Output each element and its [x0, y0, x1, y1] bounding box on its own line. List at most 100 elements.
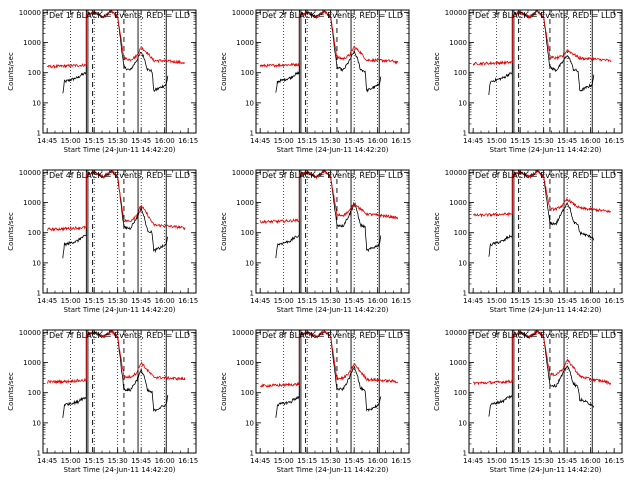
y-tick-label: 1	[250, 130, 254, 138]
y-tick-label: 100	[454, 69, 467, 77]
x-tick-label: 15:15	[84, 137, 104, 145]
x-tick-label: 16:00	[581, 137, 601, 145]
x-tick-label: 15:45	[131, 457, 151, 465]
panel-8	[255, 329, 410, 454]
y-tick-label: 10000	[232, 169, 254, 177]
x-tick-label: 16:00	[155, 457, 175, 465]
y-tick-label: 1000	[449, 39, 467, 47]
x-axis-label: Start Time (24-Jun-11 14:42:20)	[64, 146, 176, 154]
panel-7	[42, 329, 197, 454]
x-tick-label: 15:00	[274, 137, 294, 145]
x-tick-label: 15:00	[61, 137, 81, 145]
panel-title: Det 9f BLACK = Events, RED = LLD	[475, 331, 616, 340]
y-tick-label: 1	[37, 130, 41, 138]
y-tick-label: 10	[32, 419, 41, 427]
panel-title: Det 5f BLACK = Events, RED = LLD	[262, 171, 403, 180]
x-tick-label: 15:15	[297, 297, 317, 305]
y-tick-label: 10000	[445, 329, 467, 337]
plot-frame	[255, 9, 410, 134]
x-tick-label: 15:30	[108, 457, 128, 465]
y-tick-label: 1	[463, 130, 467, 138]
y-tick-label: 100	[454, 389, 467, 397]
x-axis-label: Start Time (24-Jun-11 14:42:20)	[490, 146, 602, 154]
x-tick-label: 15:30	[534, 457, 554, 465]
lld-series-line	[472, 170, 612, 218]
x-tick-label: 15:00	[487, 137, 507, 145]
y-tick-label: 10	[32, 99, 41, 107]
x-tick-label: 15:15	[510, 137, 530, 145]
lld-series-line	[259, 170, 399, 225]
x-tick-label: 15:15	[84, 457, 104, 465]
y-tick-label: 100	[28, 69, 41, 77]
events-series-line	[488, 10, 595, 95]
y-tick-label: 1000	[23, 359, 41, 367]
x-axis-label: Start Time (24-Jun-11 14:42:20)	[64, 306, 176, 314]
y-tick-label: 10000	[19, 9, 41, 17]
y-axis-label: Counts/sec	[433, 52, 441, 91]
y-tick-label: 1000	[236, 359, 254, 367]
lld-series-line	[46, 10, 186, 70]
x-tick-label: 16:15	[604, 137, 624, 145]
x-tick-label: 14:45	[463, 137, 483, 145]
events-series-line	[488, 170, 595, 257]
panel-title: Det 2f BLACK = Events, RED = LLD	[262, 11, 403, 20]
x-tick-label: 15:00	[274, 297, 294, 305]
panel-9	[468, 329, 623, 454]
x-axis-label: Start Time (24-Jun-11 14:42:20)	[490, 466, 602, 474]
x-tick-label: 15:30	[321, 297, 341, 305]
y-tick-label: 10000	[19, 169, 41, 177]
x-tick-label: 14:45	[250, 457, 270, 465]
x-tick-label: 15:30	[321, 457, 341, 465]
y-tick-label: 1000	[236, 199, 254, 207]
events-series-line	[275, 170, 382, 259]
events-series-line	[488, 330, 595, 417]
x-tick-label: 15:15	[510, 457, 530, 465]
panel-title: Det 7f BLACK = Events, RED = LLD	[49, 331, 190, 340]
panel-6	[468, 169, 623, 294]
x-tick-label: 14:45	[37, 137, 57, 145]
y-axis-label: Counts/sec	[220, 372, 228, 411]
y-tick-label: 1	[37, 450, 41, 458]
y-tick-label: 100	[241, 69, 254, 77]
x-tick-label: 15:15	[84, 297, 104, 305]
x-tick-label: 15:00	[274, 457, 294, 465]
y-tick-label: 1000	[23, 199, 41, 207]
panel-title: Det 3f BLACK = Events, RED = LLD	[475, 11, 616, 20]
x-tick-label: 14:45	[37, 457, 57, 465]
plot-frame	[42, 329, 197, 454]
panel-1	[42, 9, 197, 134]
y-tick-label: 10000	[445, 169, 467, 177]
y-tick-label: 1	[463, 450, 467, 458]
y-tick-label: 1	[463, 290, 467, 298]
y-tick-label: 10	[32, 259, 41, 267]
y-tick-label: 10	[245, 259, 254, 267]
panel-title: Det 4f BLACK = Events, RED = LLD	[49, 171, 190, 180]
y-tick-label: 100	[241, 389, 254, 397]
x-tick-label: 16:15	[391, 297, 411, 305]
x-tick-label: 15:45	[131, 297, 151, 305]
x-axis-label: Start Time (24-Jun-11 14:42:20)	[64, 466, 176, 474]
panel-2	[255, 9, 410, 134]
x-tick-label: 16:00	[155, 137, 175, 145]
x-tick-label: 14:45	[250, 297, 270, 305]
y-axis-label: Counts/sec	[220, 212, 228, 251]
x-tick-label: 16:15	[178, 457, 198, 465]
plot-frame	[468, 329, 623, 454]
x-tick-label: 15:45	[557, 137, 577, 145]
x-tick-label: 15:00	[487, 297, 507, 305]
y-tick-label: 1000	[23, 39, 41, 47]
x-tick-label: 15:00	[487, 457, 507, 465]
lld-series-line	[46, 170, 186, 232]
x-tick-label: 15:30	[534, 297, 554, 305]
y-axis-label: Counts/sec	[433, 212, 441, 251]
x-tick-label: 15:30	[108, 137, 128, 145]
x-tick-label: 15:45	[557, 297, 577, 305]
y-axis-label: Counts/sec	[7, 52, 15, 91]
events-series-line	[62, 10, 169, 94]
y-tick-label: 10000	[232, 329, 254, 337]
x-tick-label: 16:00	[368, 457, 388, 465]
x-tick-label: 16:00	[581, 457, 601, 465]
panel-title: Det 6f BLACK = Events, RED = LLD	[475, 171, 616, 180]
events-series-line	[62, 170, 169, 259]
